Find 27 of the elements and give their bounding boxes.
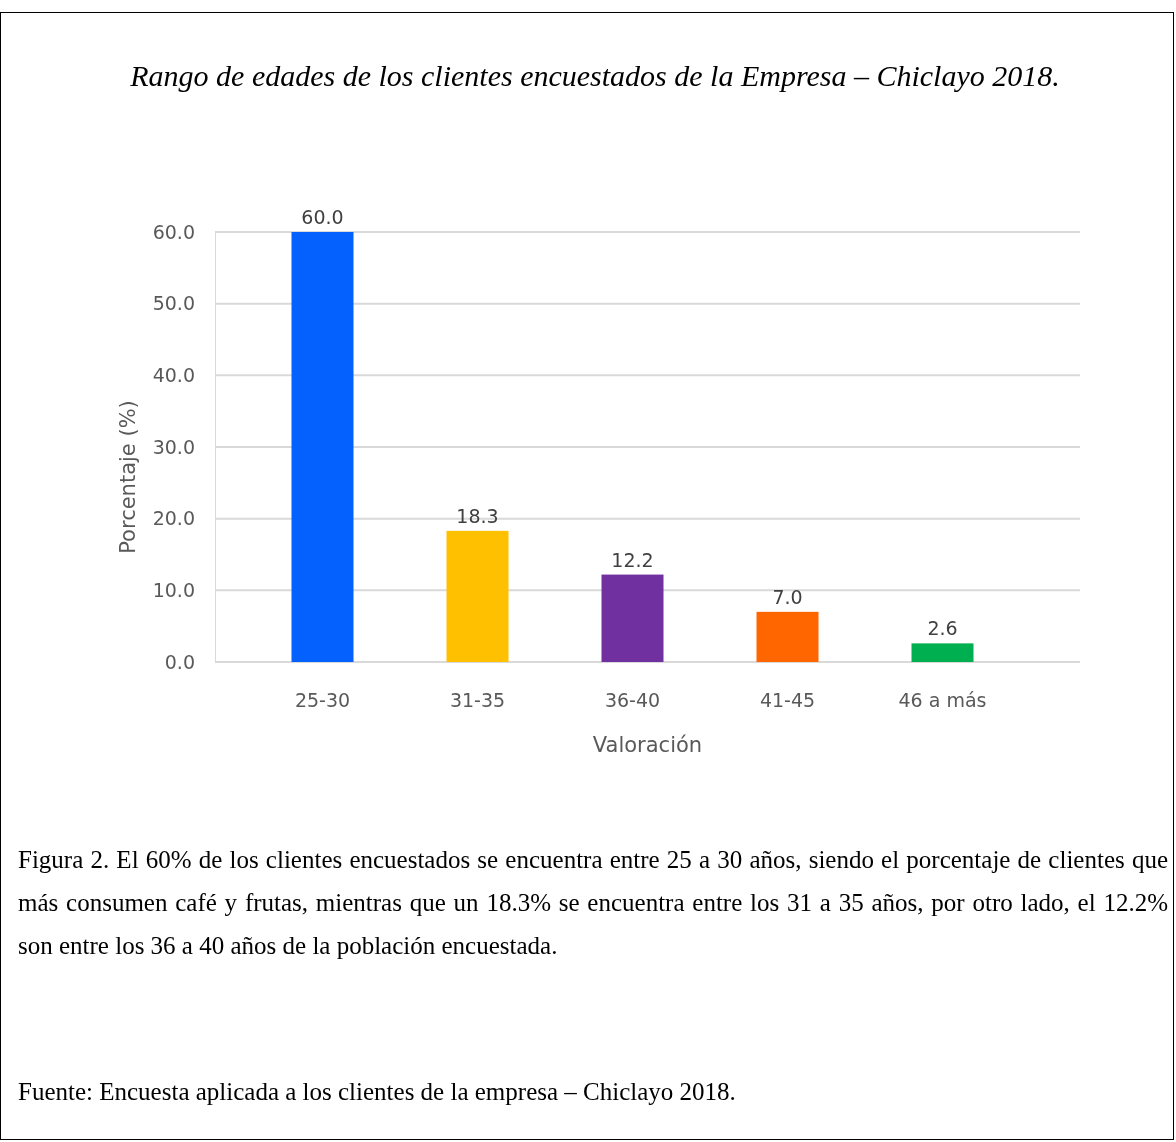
x-tick-label: 41-45 [759,689,816,712]
bar [911,643,974,662]
x-tick-label: 31-35 [449,689,506,712]
y-tick-label: 50.0 [152,292,195,315]
y-tick-label: 10.0 [152,578,195,601]
bar [291,232,354,662]
bar [756,611,819,662]
x-tick-label: 46 a más [898,689,987,712]
y-tick-label: 40.0 [152,363,195,386]
text: Figura 2. El 60% de los clientes encuestados se encuentra entre 25 a 30 años, siendo el porcentaje de clientes que más consumen café y frutas, mientras que un 18.3% se encuentra entre los 31 a 35 años, por otro lado, el 12.2% son entre los 36 a 40 años de la población encuestada. [18,845,1168,961]
data-label: 2.6 [927,617,958,640]
x-axis-title: Valoración [592,733,703,757]
bar [601,574,664,662]
y-tick-label: 0.0 [164,650,195,673]
data-label: 60.0 [301,206,344,228]
data-label: 12.2 [611,548,654,571]
source-note: Fuente: Encuesta aplicada a los clientes de la empresa – Chiclayo 2018. [18,1077,737,1107]
y-axis-title: Porcentaje (%) [116,400,140,554]
x-tick-label: 36-40 [604,689,661,712]
bar [446,530,509,662]
data-label: 7.0 [772,585,803,608]
data-label: 18.3 [456,504,499,527]
y-tick-label: 30.0 [152,435,195,458]
y-tick-label: 60.0 [152,220,195,243]
y-tick-label: 20.0 [152,507,195,530]
chart-title: Rango de edades de los clientes encuestados de la Empresa – Chiclayo 2018. [129,58,1061,94]
x-tick-label: 25-30 [294,689,351,712]
